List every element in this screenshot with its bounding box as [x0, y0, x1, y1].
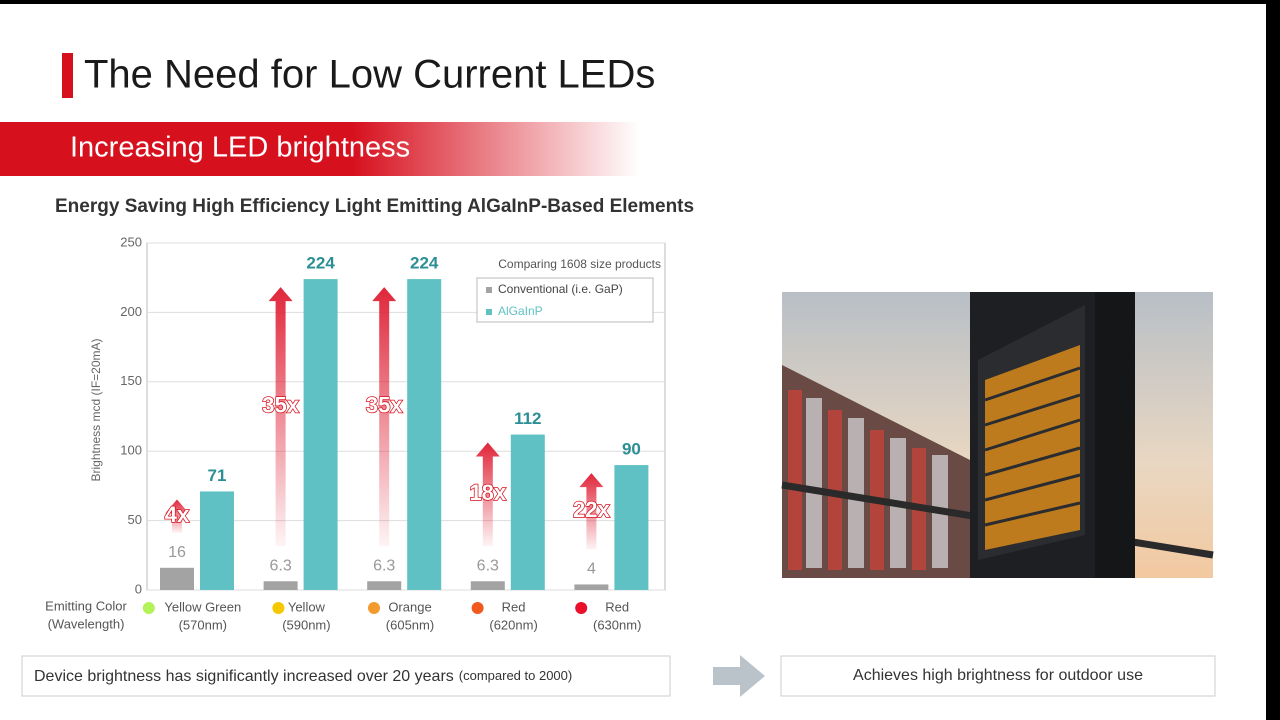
ratio-arrow: [165, 499, 189, 533]
x-tick-label: Yellow Green: [164, 599, 241, 614]
y-tick-label: 200: [120, 304, 142, 319]
y-tick-label: 250: [120, 234, 142, 249]
x-tick-label: Yellow: [288, 599, 326, 614]
ratio-label: 35x: [262, 392, 299, 417]
x-tick-label: (620nm): [489, 617, 537, 632]
x-axis-label: (Wavelength): [48, 616, 125, 631]
color-dot: [471, 602, 484, 614]
y-tick-label: 100: [120, 443, 142, 458]
arrow: [713, 655, 765, 697]
value-label: 224: [410, 254, 439, 273]
color-dot: [272, 602, 285, 614]
banner-text: Increasing LED brightness: [70, 132, 410, 164]
legend-label: AlGaInP: [498, 304, 543, 318]
legend-box: [476, 277, 654, 323]
slide-title: The Need for Low Current LEDs: [84, 53, 655, 97]
banner: [0, 122, 640, 176]
value-label: 112: [514, 409, 541, 428]
y-tick-label: 50: [128, 512, 142, 527]
value-label: 90: [622, 440, 641, 459]
bar: [574, 584, 609, 590]
x-tick-label: Red: [605, 599, 629, 614]
ratio-label: 22x: [573, 497, 610, 522]
bar: [263, 581, 298, 590]
x-tick-label: (630nm): [593, 617, 641, 632]
value-label: 16: [168, 544, 186, 561]
bar: [160, 567, 194, 590]
bar: [510, 434, 545, 590]
legend-label: Conventional (i.e. GaP): [498, 282, 623, 296]
value-label: 71: [208, 466, 227, 485]
bar: [407, 279, 442, 590]
value-label: 4: [587, 561, 596, 578]
y-axis-label: Brightness mcd (IF=20mA): [89, 338, 103, 481]
caption: Device brightness has significantly incr…: [34, 668, 572, 685]
photo: [781, 292, 1214, 578]
ratio-arrow: [579, 473, 604, 550]
chart-title: Energy Saving High Efficiency Light Emit…: [55, 196, 694, 217]
title-accent: [62, 53, 73, 98]
bar: [200, 491, 234, 590]
y-tick-label: 0: [135, 581, 142, 596]
ratio-arrow: [268, 287, 293, 547]
value-label: 6.3: [373, 557, 395, 574]
bar: [303, 279, 338, 590]
x-axis-label: Emitting Color: [45, 598, 127, 613]
y-tick-label: 150: [120, 373, 142, 388]
value-label: 6.3: [477, 557, 499, 574]
color-dot: [368, 602, 380, 614]
color-dot: [575, 602, 588, 614]
ratio-label: 35x: [366, 392, 403, 417]
bar: [470, 581, 505, 590]
legend-swatch: [486, 287, 492, 293]
ratio-label: 4x: [165, 502, 190, 527]
x-tick-label: Orange: [388, 599, 431, 614]
x-tick-label: Red: [502, 599, 526, 614]
bar: [367, 581, 402, 590]
x-tick-label: (590nm): [282, 617, 330, 632]
legend-title: Comparing 1608 size products: [498, 257, 661, 271]
caption: Achieves high brightness for outdoor use: [853, 667, 1143, 684]
chart: 0 50 100 150 200 250 Comparing 1608 size produ…: [120, 234, 665, 632]
caption-note: (compared to 2000): [459, 668, 572, 683]
caption-text: Device brightness has significantly incr…: [34, 668, 454, 685]
ratio-arrow: [475, 442, 500, 547]
bar: [614, 465, 649, 590]
color-dot: [142, 602, 155, 614]
legend-swatch: [486, 309, 492, 315]
x-tick-label: (605nm): [386, 617, 434, 632]
x-tick-label: (570nm): [179, 617, 227, 632]
ratio-arrow: [372, 287, 397, 547]
value-label: 224: [306, 254, 335, 273]
caption-box: [21, 655, 671, 697]
value-label: 6.3: [269, 557, 291, 574]
caption-box: [780, 655, 1216, 697]
ratio-label: 18x: [469, 480, 506, 505]
